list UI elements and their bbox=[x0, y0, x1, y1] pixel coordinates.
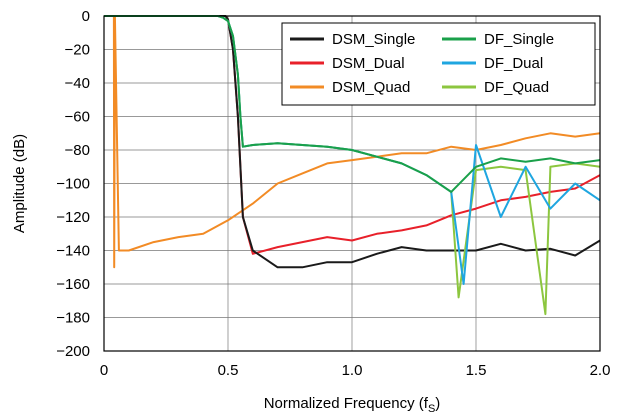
series-line-df-single bbox=[104, 15, 601, 193]
y-tick-label: −160 bbox=[56, 276, 90, 293]
x-tick-label: 0.5 bbox=[218, 362, 239, 379]
y-tick-label: −180 bbox=[56, 310, 90, 327]
y-tick-label: 0 bbox=[82, 8, 90, 25]
y-tick-label: −200 bbox=[56, 343, 90, 360]
x-tick-label: 1.0 bbox=[342, 362, 363, 379]
legend-box bbox=[281, 22, 596, 106]
y-tick-label: −120 bbox=[56, 209, 90, 226]
x-axis-title: Normalized Frequency (fS) bbox=[264, 395, 441, 415]
x-axis-title-main: Normalized Frequency (f bbox=[264, 395, 429, 412]
x-axis-title-subscript: S bbox=[428, 403, 435, 415]
y-axis-title: Amplitude (dB) bbox=[11, 134, 28, 233]
y-tick-label: −80 bbox=[65, 142, 90, 159]
series-line-dsm-quad bbox=[104, 15, 601, 269]
y-tick-label: −60 bbox=[65, 109, 90, 126]
series-line-dsm-single bbox=[104, 15, 601, 269]
y-tick-label: −40 bbox=[65, 75, 90, 92]
legend: DSM_Single DSM_Dual DSM_Quad DF_Single DF_Du… bbox=[281, 22, 596, 106]
legend-label-dsm-single: DSM_Single bbox=[332, 31, 415, 48]
series-layer bbox=[104, 15, 601, 316]
legend-label-df-single: DF_Single bbox=[484, 31, 554, 48]
legend-label-df-dual: DF_Dual bbox=[484, 55, 543, 72]
y-tick-label: −140 bbox=[56, 243, 90, 260]
x-tick-label: 2.0 bbox=[590, 362, 611, 379]
x-axis-title-close: ) bbox=[435, 395, 440, 412]
x-tick-label: 0 bbox=[100, 362, 108, 379]
legend-label-dsm-quad: DSM_Quad bbox=[332, 79, 410, 96]
y-tick-label: −100 bbox=[56, 176, 90, 193]
plot-frame bbox=[103, 15, 601, 352]
x-tick-label: 1.5 bbox=[466, 362, 487, 379]
legend-label-dsm-dual: DSM_Dual bbox=[332, 55, 405, 72]
y-tick-label: −20 bbox=[65, 42, 90, 59]
tick-labels: 0 −20 −40 −60 −80 −100 −120 −140 −160 −180 −200 0 0.… bbox=[56, 8, 610, 379]
legend-label-df-quad: DF_Quad bbox=[484, 79, 549, 96]
